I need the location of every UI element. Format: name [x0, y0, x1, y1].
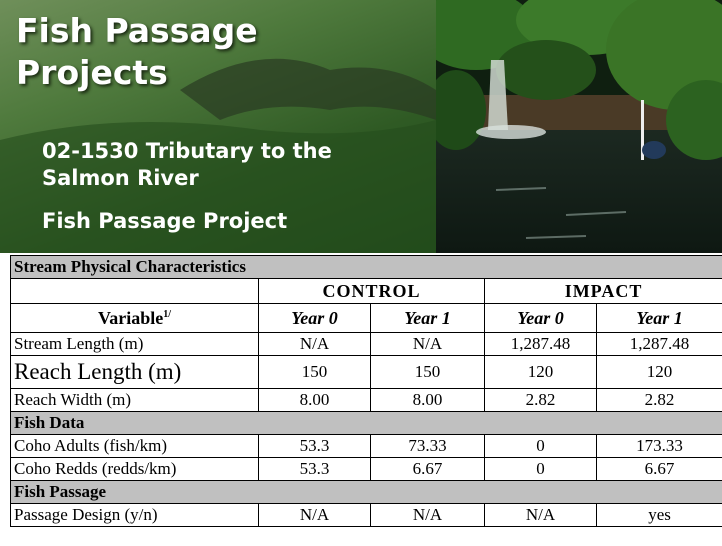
value-cell: N/A: [370, 503, 485, 527]
variable-label: Variable: [97, 307, 164, 328]
section-row: Fish Data: [9, 411, 722, 435]
project-name: Fish Passage Project: [42, 209, 288, 233]
value-cell: 0: [484, 434, 597, 458]
value-cell: 120: [595, 355, 722, 389]
section-row: Fish Passage: [9, 480, 722, 504]
group-header: CONTROL: [258, 278, 485, 304]
value-cell: 2.82: [595, 388, 722, 412]
photo: [436, 0, 722, 253]
data-row: Reach Width (m) 8.00 8.00 2.82 2.82: [10, 388, 722, 412]
data-row: Passage Design (y/n) N/A N/A N/A yes: [10, 503, 722, 527]
year-header: Year 1: [370, 303, 485, 333]
section-title: Stream Physical Characteristics: [9, 255, 722, 279]
subtitle: 02-1530 Tributary to the Salmon River: [42, 139, 332, 190]
variable-cell: Stream Length (m): [10, 332, 259, 356]
group-header: IMPACT: [483, 278, 722, 304]
year-header: Year 0: [258, 303, 371, 333]
group-row: CONTROL IMPACT: [10, 278, 722, 304]
data-row: Coho Redds (redds/km) 53.3 6.67 0 6.67: [10, 457, 722, 481]
data-row: Coho Adults (fish/km) 53.3 73.33 0 173.33: [10, 434, 722, 458]
value-cell: N/A: [370, 332, 485, 356]
value-cell: 0: [484, 457, 597, 481]
value-cell: N/A: [484, 503, 597, 527]
year-row: Variable1/Year 0 Year 1 Year 0 Year 1: [10, 303, 722, 333]
footnote-mark: 1/: [163, 308, 172, 320]
value-cell: 2.82: [484, 388, 597, 412]
value-cell: 1,287.48: [484, 332, 597, 356]
value-cell: 150: [258, 355, 371, 389]
value-cell: 53.3: [258, 457, 371, 481]
year-header: Year 1: [595, 303, 722, 333]
value-cell: N/A: [258, 503, 371, 527]
data-row: Reach Length (m) 150 150 120 120: [10, 355, 722, 389]
value-cell: 8.00: [258, 388, 371, 412]
variable-header: Variable1/: [10, 303, 259, 333]
value-cell: 120: [484, 355, 597, 389]
value-cell: 1,287.48: [595, 332, 722, 356]
variable-cell: Coho Redds (redds/km): [10, 457, 259, 481]
value-cell: yes: [595, 503, 722, 527]
year-header: Year 0: [484, 303, 597, 333]
blank-cell: [10, 278, 259, 304]
banner: Fish Passage Projects 02-1530 Tributary …: [0, 0, 722, 253]
value-cell: 173.33: [595, 434, 722, 458]
value-cell: 6.67: [595, 457, 722, 481]
variable-cell: Reach Width (m): [10, 388, 259, 412]
variable-cell: Passage Design (y/n): [10, 503, 259, 527]
value-cell: 53.3: [258, 434, 371, 458]
variable-cell: Reach Length (m): [10, 355, 259, 389]
value-cell: 150: [370, 355, 485, 389]
value-cell: 73.33: [370, 434, 485, 458]
data-table: Stream Physical Characteristics CONTROL IM…: [9, 255, 722, 527]
variable-cell: Coho Adults (fish/km): [10, 434, 259, 458]
value-cell: 8.00: [370, 388, 485, 412]
title: Fish Passage Projects: [16, 11, 258, 92]
section-title: Fish Passage: [9, 480, 722, 504]
section-title: Fish Data: [9, 411, 722, 435]
section-row: Stream Physical Characteristics: [9, 255, 722, 279]
title-panel: Fish Passage Projects 02-1530 Tributary …: [0, 0, 436, 253]
value-cell: N/A: [258, 332, 371, 356]
backdrop: [0, 58, 436, 253]
value-cell: 6.67: [370, 457, 485, 481]
data-row: Stream Length (m) N/A N/A 1,287.48 1,287.48: [10, 332, 722, 356]
